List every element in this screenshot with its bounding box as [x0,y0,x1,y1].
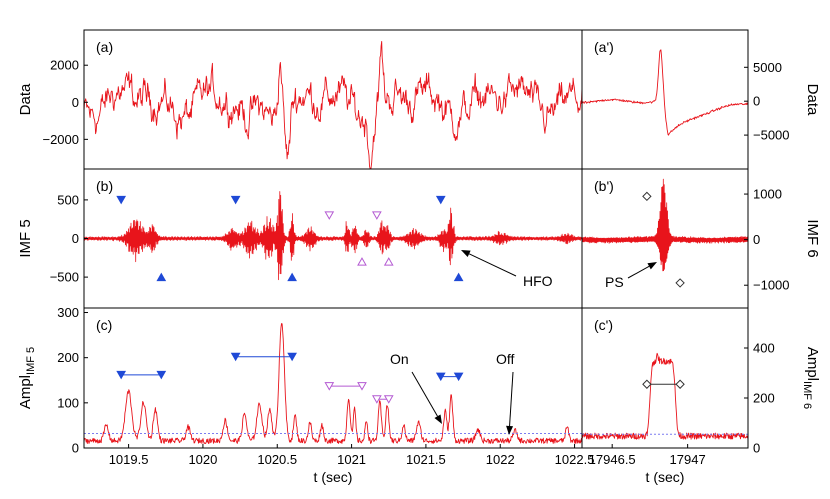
event-marker-filled-down [116,195,127,205]
ytick-label: 0 [72,95,79,110]
panel-label: (b') [594,178,614,194]
ytick-label: 400 [753,341,775,356]
xtick-label: 1020.5 [257,452,297,467]
ytick-label: 2000 [50,58,79,73]
y-axis-label: Data [17,83,34,115]
imf5-trace [84,191,582,281]
interval-start-marker [371,395,382,404]
event-marker-open-down [324,211,335,220]
ytick-label: 0 [72,441,79,456]
x-axis-label: t (sec) [314,469,353,485]
ytick-label: −2000 [42,132,79,147]
data-trace-a-prime [582,49,748,136]
offset-arrow-head [506,425,514,435]
data-trace-a [84,40,582,169]
interval-end-marker [453,372,464,382]
panel-label: (c) [96,317,112,333]
ytick-label: 5000 [753,60,782,75]
interval-start-marker [642,379,652,389]
panel-label: (c') [594,317,613,333]
xtick-label: 1021 [337,452,366,467]
onset-arrow-shaft [411,371,438,417]
x-axis-label: t (sec) [646,469,685,485]
interval-end-marker [675,379,685,389]
interval-start-marker [435,372,446,382]
panel-label: (a') [594,39,614,55]
ytick-label: 500 [57,192,79,207]
ytick-label: −5000 [753,128,790,143]
xtick-label: 1020 [188,452,217,467]
event-marker-open-up [383,257,394,266]
event-marker-filled-up [453,272,464,282]
ytick-label: 0 [753,232,760,247]
interval-start-marker [324,382,335,391]
interval-end-marker [156,370,167,380]
ytick-label: 200 [57,350,79,365]
xtick-label: 1022 [486,452,515,467]
y-axis-label-main: Data [17,83,34,115]
ytick-label: −1000 [753,278,790,293]
xtick-label: 1022.5 [555,452,595,467]
event-marker-diamond [675,278,685,288]
ps-annotation: PS [605,274,624,290]
xtick-label: 17946.5 [589,452,636,467]
offset-arrow-shaft [509,371,514,427]
offset-annotation: Off [496,351,515,367]
event-marker-open-down [371,211,382,220]
ytick-label: −500 [50,270,79,285]
ytick-label: 0 [753,94,760,109]
imf6-trace [582,178,748,272]
y-axis-label: AmplIMF 6 [801,347,821,409]
ytick-label: 0 [72,231,79,246]
event-marker-filled-up [156,272,167,282]
xtick-label: 1021.5 [406,452,446,467]
xtick-label: 17947 [670,452,706,467]
interval-end-marker [287,352,297,362]
ytick-label: 100 [57,395,79,410]
ytick-label: 1000 [753,187,782,202]
y-axis-label-main: IMF 5 [17,219,34,257]
ps-arrow-shaft [627,265,650,279]
panel-label: (a) [96,39,113,55]
ytick-label: 200 [753,391,775,406]
ampl-imf5-trace [84,323,582,444]
ps-arrow-head [647,262,657,270]
interval-end-marker [357,382,367,391]
y-axis-label-main: IMF 6 [804,219,821,257]
event-marker-open-up [357,257,367,266]
xtick-label: 1019.5 [109,452,149,467]
y-axis-label-main: Ampl [804,347,821,381]
hfo-annotation: HFO [523,273,553,289]
interval-end-marker [383,395,394,404]
event-marker-filled-down [230,195,241,205]
y-axis-label-subscript: IMF 5 [25,347,37,375]
hfo-arrow-shaft [468,253,517,277]
y-axis-label: Data [804,84,821,116]
y-axis-label-main: Data [804,84,821,116]
ytick-label: 300 [57,305,79,320]
y-axis-label-subscript: IMF 6 [801,381,813,409]
interval-start-marker [116,370,127,380]
event-marker-diamond [642,191,652,202]
ampl-imf6-trace [582,352,748,440]
event-marker-filled-down [435,195,446,205]
onset-annotation: On [390,351,409,367]
ytick-label: 0 [753,441,760,456]
y-axis-label: IMF 6 [804,219,821,257]
y-axis-label: IMF 5 [17,219,34,257]
event-marker-filled-up [287,272,297,282]
y-axis-label: AmplIMF 5 [17,347,37,409]
interval-start-marker [230,352,241,362]
y-axis-label-main: Ampl [17,375,34,409]
onset-arrow-head [434,414,442,424]
hfo-arrow-head [461,250,471,258]
panel-frame-c_prime [581,307,749,449]
panel-label: (b) [96,178,113,194]
